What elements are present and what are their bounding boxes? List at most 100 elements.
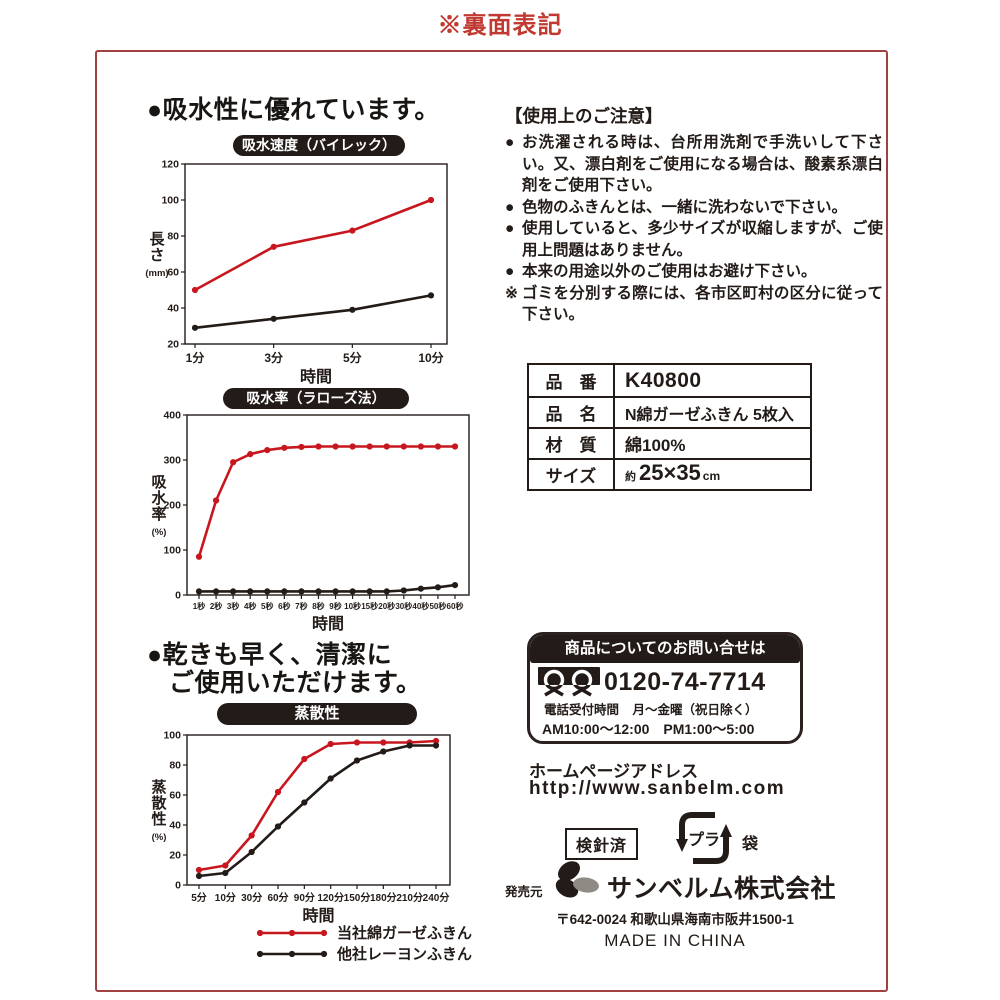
svg-text:40: 40 — [169, 820, 181, 832]
spec-label-material: 材 質 — [529, 429, 615, 458]
section-heading-absorbency: ●吸水性に優れています。 — [147, 96, 440, 124]
svg-text:80: 80 — [167, 231, 179, 243]
usage-notes-heading: 【使用上のご注意】 — [505, 106, 663, 126]
legend-item: 他社レーヨンふきん — [255, 943, 472, 964]
plastic-recycle-icon: プラ — [676, 812, 732, 864]
phone-hours-time: AM10:00〜12:00 PM1:00〜5:00 — [542, 721, 755, 737]
section-heading-drying-line2: ご使用いただけます。 — [169, 669, 422, 697]
size-unit: cm — [702, 469, 721, 483]
svg-text:1秒: 1秒 — [193, 601, 205, 611]
svg-text:7秒: 7秒 — [295, 601, 307, 611]
svg-text:100: 100 — [163, 730, 181, 742]
chart-title-absorption-rate: 吸水率（ラローズ法） — [223, 388, 409, 409]
svg-text:15秒: 15秒 — [361, 601, 378, 611]
svg-text:5分: 5分 — [343, 350, 362, 365]
chart-evaporation: 0 20 40 60 80 100 5分 10分 30分 60分 90分 120分 150分 180分 21… — [151, 730, 451, 925]
contact-box: 商品についてのお問い合せは 0120-74-7714 電話受 — [527, 632, 803, 744]
legend-label: 当社綿ガーゼふきん — [337, 925, 473, 942]
phone-row: 0120-74-7714 — [530, 663, 800, 697]
homepage-url: http://www.sanbelm.com — [529, 778, 786, 799]
spec-value-partno: K40800 — [625, 368, 702, 392]
package-back-panel: ●吸水性に優れています。 吸水速度（バイレック） 20 40 60 80 100 120 1… — [95, 50, 888, 992]
svg-text:400: 400 — [163, 410, 181, 422]
made-in-label: MADE IN CHINA — [604, 931, 746, 950]
usage-note-text: 本来の用途以外のご使用はお避け下さい。 — [522, 263, 817, 280]
svg-text:3秒: 3秒 — [227, 601, 239, 611]
svg-text:210分: 210分 — [396, 891, 423, 904]
chart-title-evaporation: 蒸散性 — [217, 703, 417, 725]
svg-text:10秒: 10秒 — [344, 601, 361, 611]
bullet-icon: ● — [505, 263, 515, 280]
spec-value-size: 約 25×35 cm — [615, 460, 810, 489]
svg-text:100: 100 — [163, 545, 181, 557]
needle-inspected-badge: 検針済 — [565, 828, 639, 860]
freedial-icon — [538, 667, 600, 697]
size-dims: 25×35 — [639, 460, 701, 485]
svg-text:150分: 150分 — [344, 891, 371, 904]
svg-text:40秒: 40秒 — [412, 601, 429, 611]
usage-note-text: ゴミを分別する際には、各市区町村の区分に従って下さい。 — [522, 284, 883, 324]
phone-hours-label: 電話受付時間 — [544, 703, 620, 717]
chart-absorption-rate: 0 100 200 300 400 1秒 2秒 3秒 4秒 5秒 6秒 7秒 8秒 9秒 10秒 15秒 20秒… — [151, 410, 470, 633]
usage-note-text: 使用していると、多少サイズが収縮しますが、ご使用上問題はありません。 — [522, 220, 883, 259]
svg-text:吸: 吸 — [151, 474, 167, 491]
svg-text:100: 100 — [161, 195, 179, 207]
usage-note-text: お洗濯される時は、台所用洗剤で手洗いして下さい。又、漂白剤をご使用になる場合は、… — [522, 134, 883, 194]
seller-label: 発売元 — [505, 885, 543, 899]
size-prefix: 約 — [625, 471, 636, 483]
svg-text:6秒: 6秒 — [278, 601, 290, 611]
bullet-icon: ● — [505, 134, 515, 151]
svg-text:時間: 時間 — [312, 614, 344, 633]
section-heading-drying-line1: ●乾きも早く、清潔に — [147, 641, 393, 669]
svg-text:10分: 10分 — [418, 350, 443, 365]
company-address: 〒642-0024 和歌山県海南市阪井1500-1 — [556, 912, 794, 927]
svg-text:時間: 時間 — [302, 906, 334, 925]
bullet-icon: ● — [505, 198, 515, 216]
table-row: 品 名 N綿ガーゼふきん 5枚入 — [529, 396, 810, 427]
svg-text:200: 200 — [163, 500, 181, 512]
bullet-icon: ● — [505, 220, 515, 237]
svg-text:300: 300 — [163, 455, 181, 467]
contact-header: 商品についてのお問い合せは — [530, 635, 800, 663]
svg-text:0: 0 — [175, 880, 181, 892]
spec-label-name: 品 名 — [529, 398, 615, 427]
phone-hours: 電話受付時間 月〜金曜（祝日除く） — [530, 699, 800, 718]
svg-text:性: 性 — [151, 810, 166, 828]
svg-text:2秒: 2秒 — [210, 601, 222, 611]
svg-text:20: 20 — [169, 850, 181, 862]
svg-text:5分: 5分 — [191, 891, 207, 904]
homepage-label: ホームページアドレス — [529, 762, 699, 781]
svg-text:20: 20 — [167, 339, 179, 351]
spec-value-material: 綿100% — [625, 436, 686, 455]
svg-text:60: 60 — [169, 790, 181, 802]
svg-text:120分: 120分 — [317, 891, 344, 904]
svg-text:水: 水 — [151, 489, 167, 507]
spec-value-name: N綿ガーゼふきん 5枚入 — [625, 406, 794, 424]
svg-text:率: 率 — [151, 505, 166, 523]
table-row: 品 番 K40800 — [529, 365, 810, 396]
svg-text:(%): (%) — [152, 527, 167, 538]
usage-note: ● 本来の用途以外のご使用はお避け下さい。 — [505, 261, 883, 283]
phone-hours-days: 月〜金曜（祝日除く） — [632, 703, 758, 717]
table-row: サイズ 約 25×35 cm — [529, 458, 810, 489]
svg-text:60分: 60分 — [267, 891, 288, 904]
svg-text:4秒: 4秒 — [244, 601, 256, 611]
company-logo-icon — [555, 861, 599, 898]
svg-text:10分: 10分 — [215, 891, 236, 904]
legend-item: 当社綿ガーゼふきん — [255, 922, 472, 943]
usage-note-text: 色物のふきんとは、一緒に洗わないで下さい。 — [522, 198, 848, 216]
svg-text:3分: 3分 — [264, 350, 283, 365]
svg-text:蒸: 蒸 — [151, 778, 166, 796]
svg-text:(mm): (mm) — [145, 268, 168, 279]
usage-note: ※ ゴミを分別する際には、各市区町村の区分に従って下さい。 — [505, 283, 883, 326]
svg-text:8秒: 8秒 — [312, 601, 324, 611]
svg-text:0: 0 — [175, 590, 181, 602]
spec-label-partno: 品 番 — [529, 365, 615, 396]
asterisk-mark-icon: ※ — [505, 284, 518, 302]
svg-text:1分: 1分 — [186, 350, 205, 365]
svg-text:9秒: 9秒 — [329, 601, 341, 611]
svg-text:(%): (%) — [152, 832, 167, 843]
svg-text:90分: 90分 — [294, 891, 315, 904]
svg-text:時間: 時間 — [300, 367, 332, 386]
